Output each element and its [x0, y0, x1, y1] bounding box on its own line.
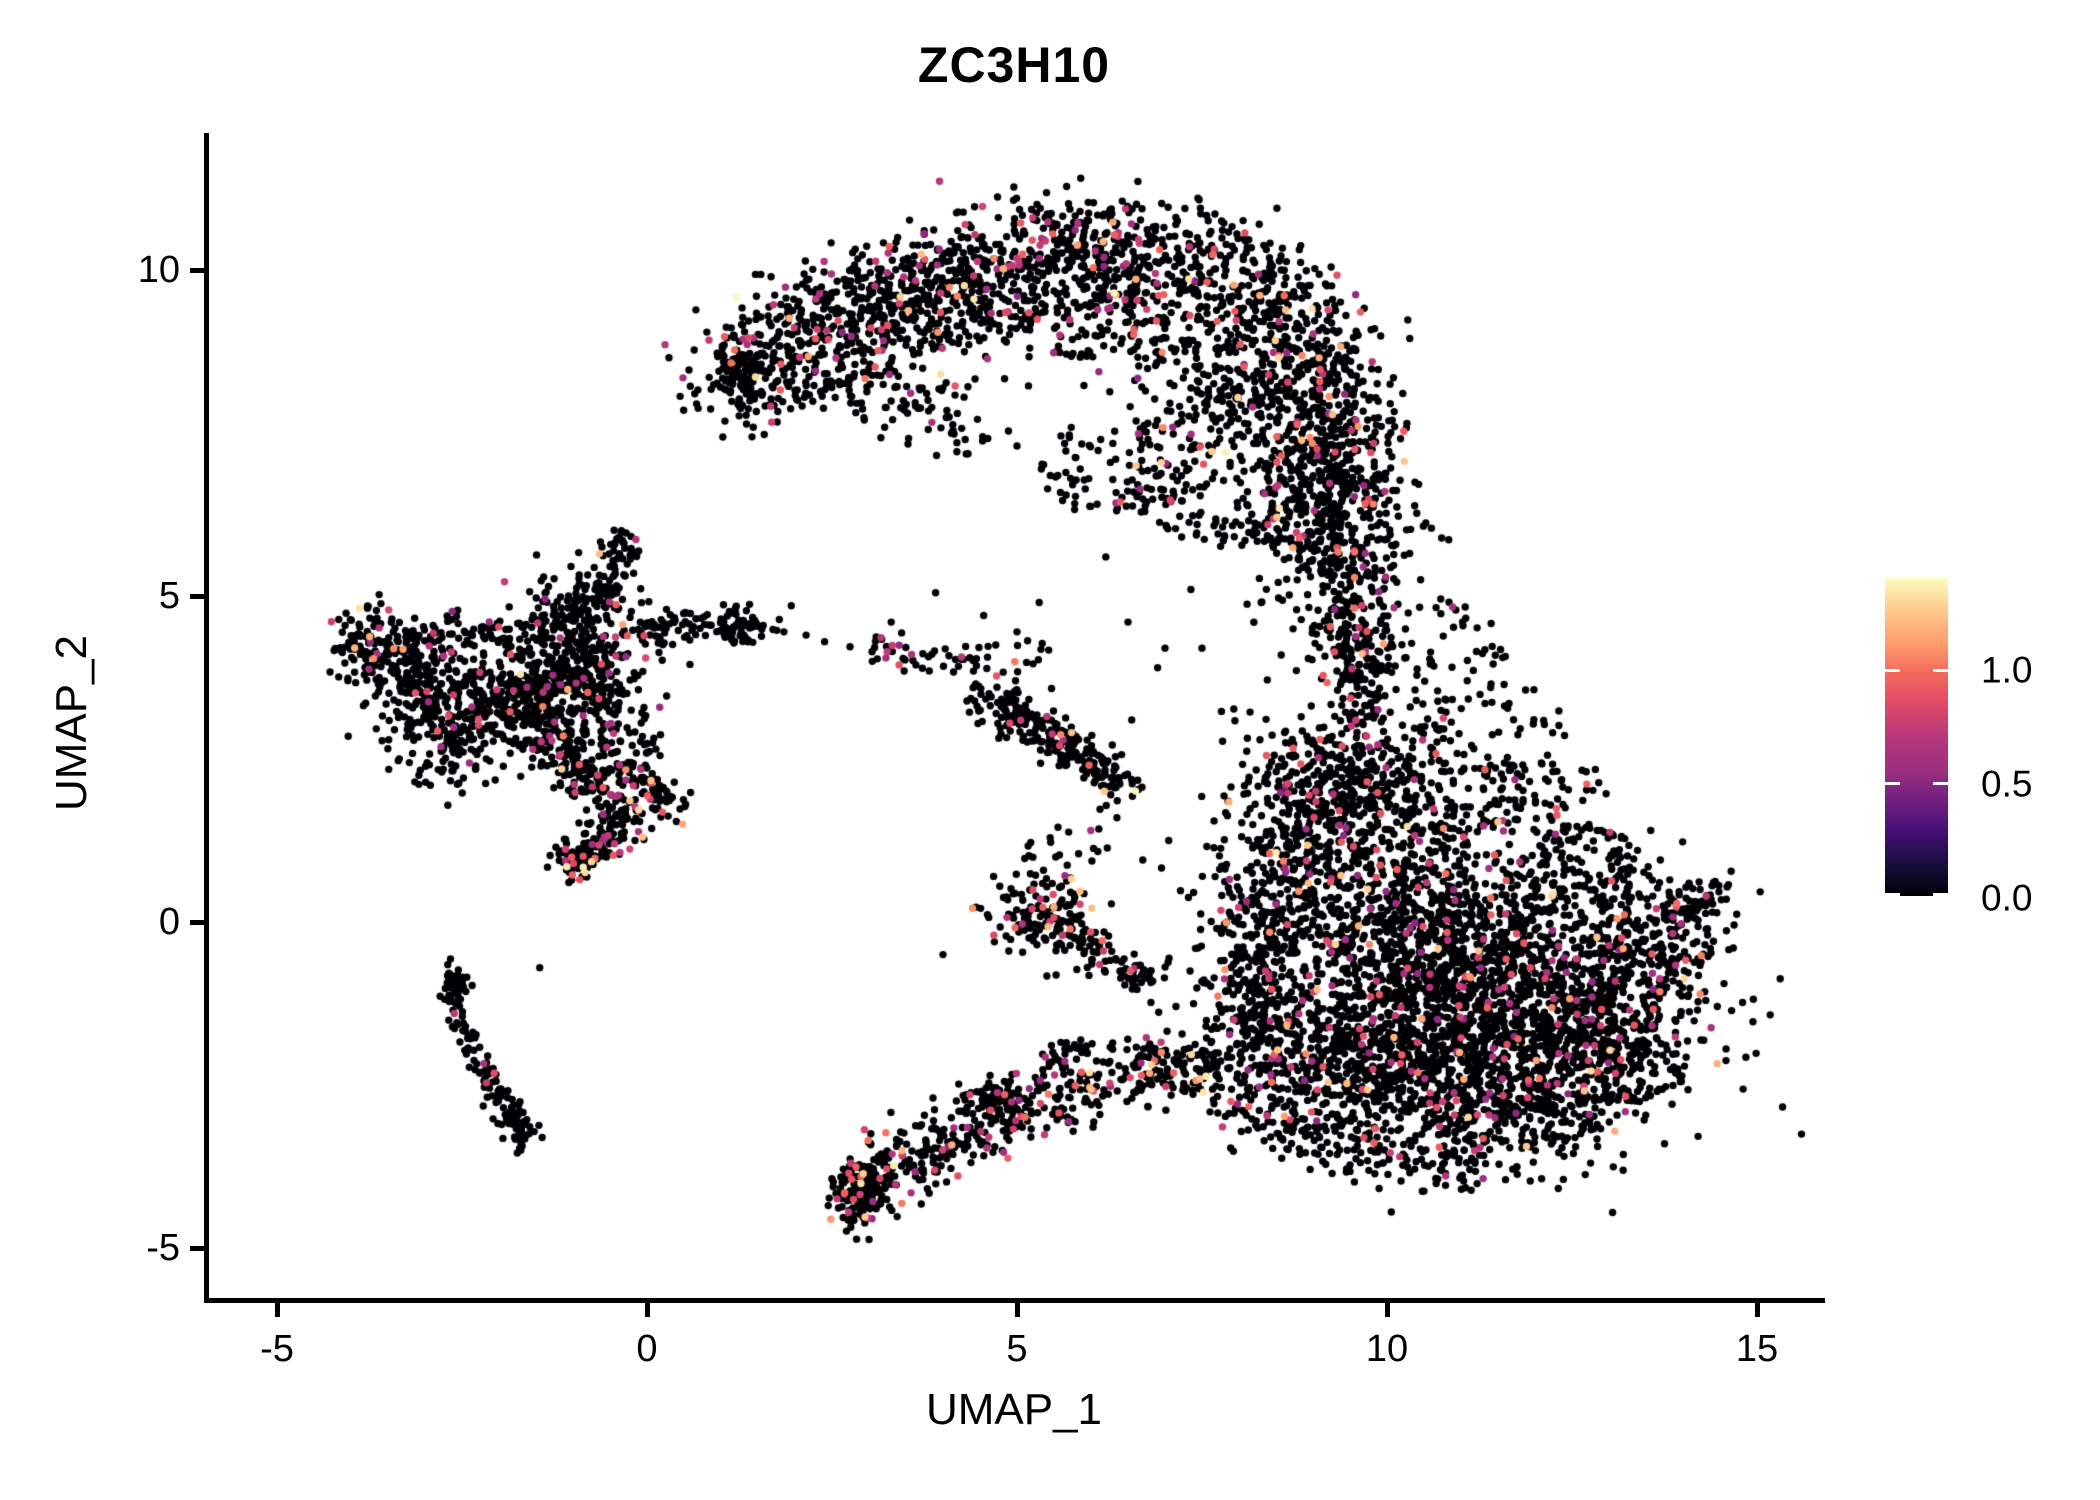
y-tick-label: 10 — [137, 249, 180, 291]
colorbar-gradient — [1885, 578, 1948, 896]
colorbar-tick-mark — [1933, 893, 1948, 896]
x-tick-label: -5 — [260, 1328, 294, 1370]
y-tick-label: 0 — [158, 901, 180, 943]
y-tick-mark — [190, 267, 204, 273]
y-tick-label: 5 — [158, 575, 180, 617]
colorbar-tick-label: 0.0 — [1981, 877, 2033, 918]
y-tick-mark — [190, 593, 204, 599]
x-tick-mark — [274, 1303, 280, 1317]
y-tick-label: -5 — [146, 1227, 180, 1269]
y-tick-mark — [190, 1245, 204, 1251]
x-axis-title: UMAP_1 — [925, 1385, 1103, 1434]
x-tick-mark — [644, 1303, 650, 1317]
x-tick-label: 5 — [1006, 1328, 1028, 1370]
y-tick-mark — [190, 919, 204, 925]
colorbar-tick-mark — [1933, 668, 1948, 672]
plot-title: ZC3H10 — [917, 37, 1111, 93]
colorbar-tick-mark — [1885, 782, 1900, 786]
colorbar-tick-label: 0.5 — [1981, 763, 2033, 805]
colorbar-tick-label: 1.0 — [1981, 649, 2033, 691]
x-axis-line — [204, 1298, 1825, 1303]
x-tick-label: 15 — [1735, 1328, 1779, 1370]
x-tick-mark — [1014, 1303, 1020, 1317]
x-tick-label: 10 — [1365, 1328, 1409, 1370]
colorbar-tick-mark — [1885, 668, 1900, 672]
y-axis-title: UMAP_2 — [47, 634, 96, 812]
y-axis-line — [204, 133, 209, 1303]
x-tick-mark — [1754, 1303, 1760, 1317]
x-tick-label: 0 — [636, 1328, 658, 1370]
x-tick-mark — [1384, 1303, 1390, 1317]
colorbar-tick-mark — [1933, 782, 1948, 786]
colorbar-tick-mark — [1885, 893, 1900, 896]
